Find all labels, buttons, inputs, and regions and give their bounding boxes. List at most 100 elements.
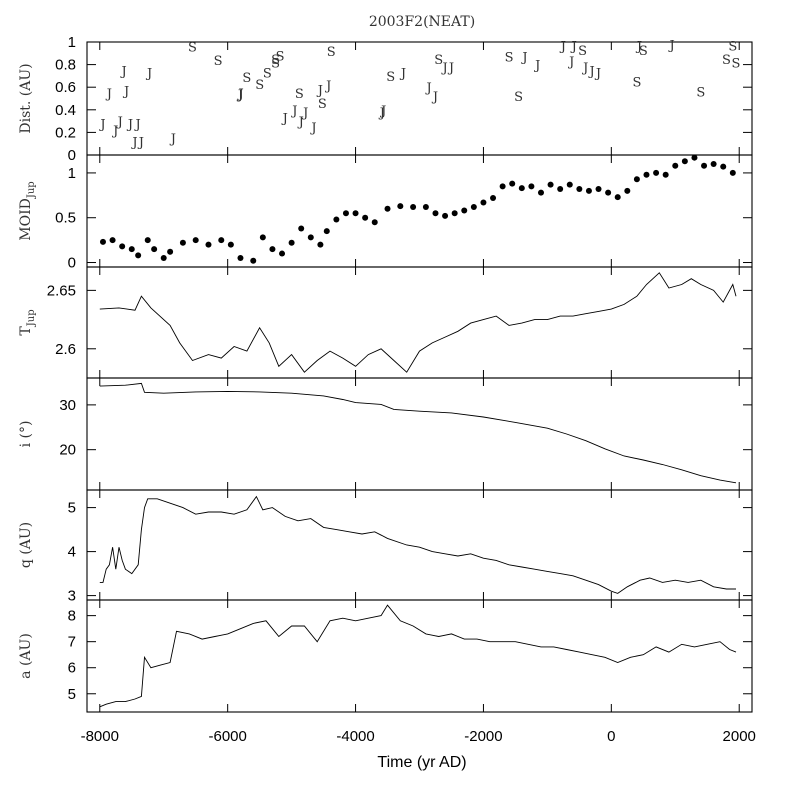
moid-point	[227, 241, 234, 248]
moid-point	[298, 225, 305, 232]
y-tick-label: 0.5	[55, 210, 76, 227]
y-tick-label: 0	[68, 147, 76, 164]
encounter-marker-J: J	[281, 112, 288, 127]
encounter-marker-J: J	[570, 39, 577, 54]
moid-point	[259, 234, 266, 241]
encounter-marker-J: J	[447, 61, 454, 76]
panel-frame	[86, 154, 753, 268]
moid-point	[537, 189, 544, 196]
moid-point	[160, 255, 167, 262]
y-tick-label: 2.6	[55, 341, 76, 358]
y-tick-label: 0	[68, 255, 76, 272]
encounter-marker-S: S	[732, 56, 741, 71]
moid-point	[585, 187, 592, 194]
y-tick-label: 2.65	[47, 282, 76, 299]
encounter-marker-S: S	[255, 78, 264, 93]
moid-point	[432, 210, 439, 217]
encounter-marker-J: J	[399, 67, 406, 82]
y-axis-label-incl: i (°)	[18, 421, 34, 448]
encounter-marker-J: J	[520, 51, 527, 66]
moid-point	[167, 248, 174, 255]
moid-point	[109, 237, 116, 244]
moid-point	[557, 186, 564, 193]
moid-point	[701, 162, 708, 169]
y-tick-label: 1	[68, 165, 76, 182]
moid-point	[499, 183, 506, 190]
y-axis-label-text: q (AU)	[18, 522, 34, 568]
encounter-marker-J: J	[581, 61, 588, 76]
encounter-marker-J: J	[588, 64, 595, 79]
moid-point	[119, 243, 126, 250]
moid-point	[135, 252, 142, 259]
moid-point	[518, 185, 525, 192]
moid-point	[323, 228, 330, 235]
x-tick-label: 0	[607, 728, 615, 745]
moid-point	[691, 154, 698, 161]
encounter-marker-J: J	[424, 81, 431, 96]
moid-point	[576, 186, 583, 193]
y-tick-label: 5	[68, 500, 76, 517]
encounter-marker-S: S	[639, 44, 648, 59]
moid-point	[269, 246, 276, 253]
panel-a: 5 6 7 8 a (AU)	[18, 599, 753, 713]
encounter-marker-S: S	[434, 53, 443, 68]
x-tick-label: -8000	[81, 728, 119, 745]
moid-point	[218, 237, 225, 244]
panel-frame	[86, 41, 753, 156]
panel-frame	[86, 377, 753, 491]
moid-point	[624, 187, 631, 194]
moid-point	[461, 207, 468, 214]
moid-point	[422, 203, 429, 210]
y-axis-label-q: q (AU)	[18, 522, 34, 568]
moid-point	[605, 189, 612, 196]
moid-point	[451, 210, 458, 217]
x-tick-label: -2000	[464, 728, 502, 745]
encounter-marker-J: J	[98, 117, 105, 132]
panel-incl: 20 30 i (°)	[18, 377, 753, 491]
moid-point	[205, 241, 212, 248]
y-axis-label-tjup: TJup	[18, 309, 37, 335]
encounter-marker-S: S	[696, 86, 705, 101]
y-tick-label: 20	[59, 442, 76, 459]
moid-point	[662, 171, 669, 178]
series-line-a	[99, 604, 737, 708]
encounter-marker-J: J	[309, 121, 316, 136]
encounter-marker-J: J	[169, 132, 176, 147]
moid-point	[342, 210, 349, 217]
moid-point	[614, 194, 621, 201]
encounter-marker-S: S	[295, 87, 304, 102]
x-axis-label: Time (yr AD)	[377, 754, 466, 771]
y-axis-label-moid: MOIDJup	[18, 181, 37, 240]
encounter-marker-J: J	[137, 135, 144, 150]
panel-q: 3 4 5 q (AU)	[18, 489, 753, 605]
series-line-q	[99, 495, 736, 594]
moid-point	[397, 203, 404, 210]
y-axis-label-dist: Dist. (AU)	[18, 63, 34, 133]
encounter-marker-S: S	[188, 41, 197, 56]
series-line-incl	[99, 382, 737, 484]
moid-point	[442, 212, 449, 219]
y-tick-label: 0.2	[55, 124, 76, 141]
encounter-marker-J: J	[667, 38, 674, 53]
moid-point	[509, 180, 516, 187]
y-tick-label: 1	[68, 34, 76, 51]
encounter-marker-J: J	[533, 59, 540, 74]
moid-point	[384, 205, 391, 212]
moid-point	[99, 238, 106, 245]
moid-point	[352, 210, 359, 217]
encounter-marker-S: S	[578, 44, 587, 59]
encounter-marker-S: S	[214, 54, 223, 69]
moid-point	[333, 216, 340, 223]
encounter-marker-S: S	[263, 67, 272, 82]
chart-title: 2003F2(NEAT)	[369, 14, 475, 30]
y-tick-label: 8	[68, 608, 76, 625]
moid-point	[250, 257, 257, 264]
moid-point	[480, 199, 487, 206]
x-tick-label: -6000	[208, 728, 246, 745]
x-axis: -8000 -6000 -4000 -2000 0 2000	[81, 728, 756, 745]
y-tick-label: 30	[59, 397, 76, 414]
y-tick-label: 7	[68, 634, 76, 651]
encounter-marker-S: S	[271, 56, 280, 71]
